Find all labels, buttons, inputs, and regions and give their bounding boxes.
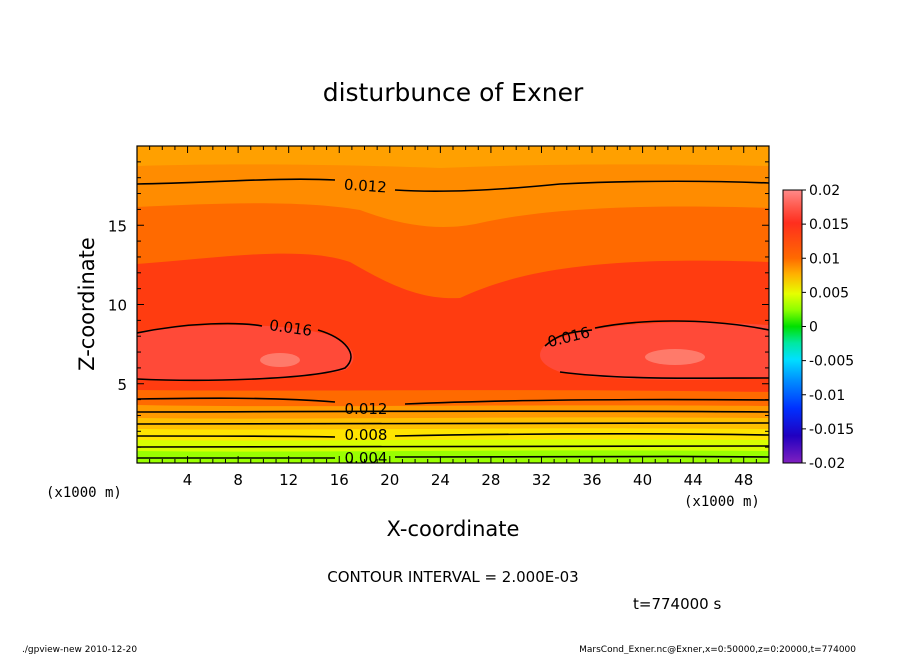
time-text: t=774000 s: [633, 595, 721, 613]
x-unit-left: (x1000 m): [46, 485, 122, 501]
colorbar-tick-label: 0.015: [809, 217, 849, 233]
footer-left: ./gpview-new 2010-12-20: [22, 645, 137, 654]
x-tick-label: 24: [431, 471, 450, 489]
colorbar-tick-label: 0: [809, 320, 818, 336]
y-tick-label: 15: [108, 217, 127, 235]
x-tick-label: 40: [633, 471, 652, 489]
contour-label: 0.016: [268, 316, 313, 340]
colorbar-tick-label: -0.01: [809, 388, 845, 404]
x-tick-label: 16: [330, 471, 349, 489]
y-tick-label: 10: [108, 297, 127, 315]
contour-interval-text: CONTOUR INTERVAL = 2.000E-03: [327, 568, 578, 586]
chart-title: disturbunce of Exner: [323, 78, 584, 107]
x-tick-label: 48: [734, 471, 753, 489]
x-unit-right: (x1000 m): [684, 494, 760, 510]
y-ticks: 5 10 15: [108, 161, 769, 448]
colorbar: [782, 189, 803, 464]
x-tick-label: 8: [233, 471, 243, 489]
y-axis-title: Z-coordinate: [75, 237, 99, 371]
colorbar-tick-label: 0.01: [809, 251, 840, 267]
x-tick-label: 32: [532, 471, 551, 489]
x-tick-label: 36: [582, 471, 601, 489]
contour-label: 0.012: [343, 176, 387, 197]
x-tick-label: 28: [481, 471, 500, 489]
colorbar-tick-label: 0.02: [809, 183, 840, 199]
contour-fill: [137, 146, 769, 463]
y-tick-label: 5: [117, 376, 127, 394]
colorbar-tick-label: -0.005: [809, 354, 854, 370]
x-tick-label: 20: [380, 471, 399, 489]
x-tick-label: 12: [279, 471, 298, 489]
colorbar-tick-label: -0.02: [809, 456, 845, 472]
x-tick-label: 44: [684, 471, 703, 489]
x-tick-label: 4: [183, 471, 193, 489]
footer-right: MarsCond_Exner.nc@Exner,x=0:50000,z=0:20…: [579, 645, 856, 654]
contour-label: 0.004: [345, 449, 388, 467]
contour-lines: [137, 178, 769, 459]
colorbar-tick-label: 0.005: [809, 285, 849, 301]
colorbar-tick-label: -0.015: [809, 422, 854, 438]
x-axis-title: X-coordinate: [387, 517, 520, 541]
contour-label: 0.008: [345, 426, 388, 444]
x-ticks: 4 8 12 16 20 24 28 32 36 40 44 48: [149, 146, 757, 489]
colorbar-ticks: 0.02 0.015 0.01 0.005 0 -0.005 -0.01 -0.015 -0.0…: [802, 183, 854, 472]
contour-label: 0.012: [345, 400, 388, 418]
